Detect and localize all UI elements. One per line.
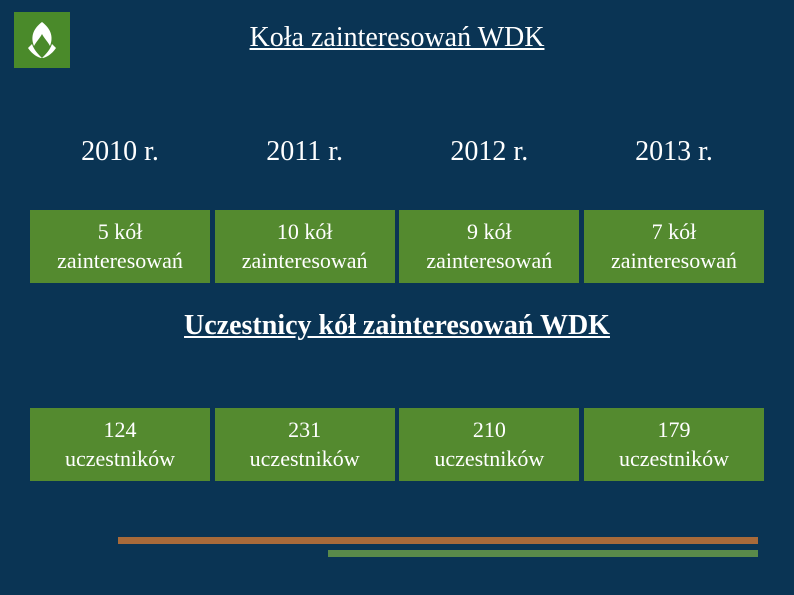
box-value: 210	[401, 416, 577, 445]
box-label: uczestników	[586, 445, 762, 474]
data-box: 10 kół zainteresowań	[215, 210, 395, 283]
circles-row: 5 kół zainteresowań 10 kół zainteresowań…	[30, 210, 764, 283]
participants-row: 124 uczestników 231 uczestników 210 ucze…	[30, 408, 764, 481]
box-value: 124	[32, 416, 208, 445]
decor-line-long	[118, 537, 758, 544]
box-label: zainteresowań	[401, 247, 577, 276]
box-value: 7 kół	[586, 218, 762, 247]
data-box: 210 uczestników	[399, 408, 579, 481]
box-value: 9 kół	[401, 218, 577, 247]
data-box: 231 uczestników	[215, 408, 395, 481]
box-label: uczestników	[217, 445, 393, 474]
data-box: 5 kół zainteresowań	[30, 210, 210, 283]
years-row: 2010 r. 2011 r. 2012 r. 2013 r.	[30, 136, 764, 168]
year-label: 2012 r.	[399, 136, 579, 168]
year-label: 2011 r.	[215, 136, 395, 168]
year-label: 2010 r.	[30, 136, 210, 168]
box-value: 231	[217, 416, 393, 445]
year-label: 2013 r.	[584, 136, 764, 168]
data-box: 7 kół zainteresowań	[584, 210, 764, 283]
data-box: 124 uczestników	[30, 408, 210, 481]
subtitle: Uczestnicy kół zainteresowań WDK	[0, 310, 794, 342]
page-title: Koła zainteresowań WDK	[0, 22, 794, 54]
box-label: zainteresowań	[32, 247, 208, 276]
box-label: zainteresowań	[217, 247, 393, 276]
decor-line-short	[328, 550, 758, 557]
box-label: uczestników	[401, 445, 577, 474]
box-label: zainteresowań	[586, 247, 762, 276]
box-value: 179	[586, 416, 762, 445]
box-value: 5 kół	[32, 218, 208, 247]
box-value: 10 kół	[217, 218, 393, 247]
data-box: 9 kół zainteresowań	[399, 210, 579, 283]
footer-decoration	[118, 537, 758, 557]
data-box: 179 uczestników	[584, 408, 764, 481]
box-label: uczestników	[32, 445, 208, 474]
